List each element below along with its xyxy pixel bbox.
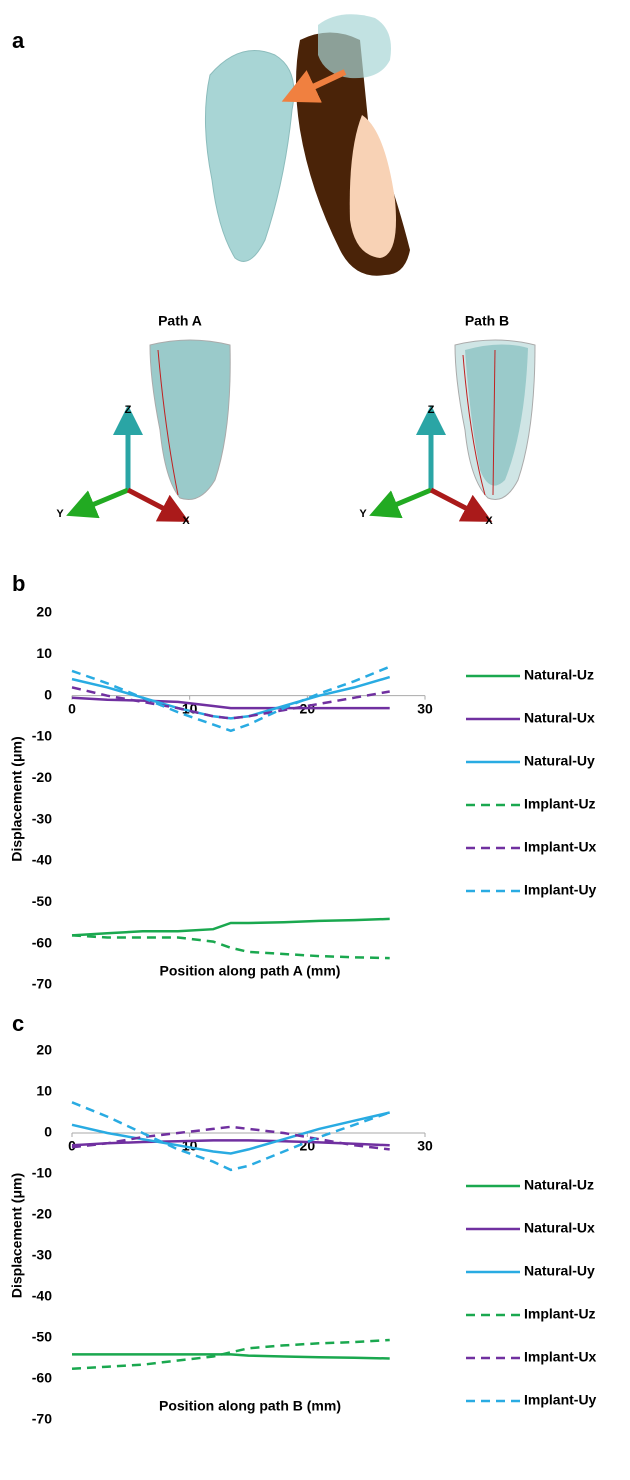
y-tick-label: -10 [32,728,52,744]
series-line [71,1111,390,1155]
series-line [71,675,391,720]
y-tick-label: 10 [36,1083,52,1099]
legend-label: Implant-Uy [524,882,597,898]
series-line [71,1125,390,1151]
y-tick-label: -40 [32,1288,52,1304]
path-b-view: Path B Z Y X [359,313,536,527]
x-tick-label: 0 [68,700,76,716]
path-a-view: Path A Z Y X [56,313,231,527]
y-tick-label: -20 [32,769,52,785]
view-title: Path B [465,313,509,329]
axis-letter: X [182,515,190,527]
series-line [71,934,390,960]
legend-label: Implant-Uy [524,1392,597,1408]
y-axis-title: Displacement (μm) [9,736,25,861]
series-line [71,917,390,937]
y-tick-label: 20 [36,1042,52,1058]
y-tick-label: 20 [36,604,52,620]
x-axis-title: Position along path A (mm) [160,963,341,979]
y-axis-title: Displacement (μm) [9,1173,25,1298]
series-line [71,686,390,720]
series-line [71,1101,391,1172]
legend-label: Natural-Uy [524,1263,595,1279]
panel-label: c [12,1011,24,1036]
legend-label: Natural-Ux [524,710,595,726]
axis-letter: Y [359,508,367,520]
x-axis-title: Position along path B (mm) [159,1398,341,1414]
y-tick-label: -30 [32,810,52,826]
y-tick-label: -30 [32,1247,52,1263]
panel-label: a [12,28,25,53]
y-tick-label: -70 [32,1411,52,1427]
axis-letter: Z [125,404,132,416]
legend-label: Implant-Ux [524,1349,597,1365]
series-line [71,1139,390,1147]
y-tick-label: -50 [32,893,52,909]
series-line [71,1338,390,1371]
y-tick-label: -20 [32,1206,52,1222]
axis-letter: Z [428,404,435,416]
x-tick-label: 30 [417,700,433,716]
legend-label: Natural-Uy [524,753,595,769]
tooth-illustration [204,14,410,276]
legend-label: Natural-Uz [524,667,594,683]
axis-letter: Y [56,508,64,520]
x-tick-label: 30 [417,1138,433,1154]
y-tick-label: -50 [32,1329,52,1345]
y-tick-label: 0 [44,686,52,702]
legend-label: Natural-Uz [524,1177,594,1193]
y-tick-label: -60 [32,1370,52,1386]
legend-label: Implant-Ux [524,839,597,855]
y-tick-label: -70 [32,976,52,992]
series-line [72,1353,390,1360]
y-tick-label: -10 [32,1165,52,1181]
legend-label: Implant-Uz [524,1306,596,1322]
series-line [71,665,391,733]
axis-letter: X [485,515,493,527]
view-title: Path A [158,313,202,329]
panel-label: b [12,571,25,596]
y-tick-label: 10 [36,645,52,661]
y-tick-label: 0 [44,1124,52,1140]
legend-label: Implant-Uz [524,796,596,812]
y-tick-label: -40 [32,852,52,868]
legend-label: Natural-Ux [524,1220,595,1236]
y-tick-label: -60 [32,934,52,950]
